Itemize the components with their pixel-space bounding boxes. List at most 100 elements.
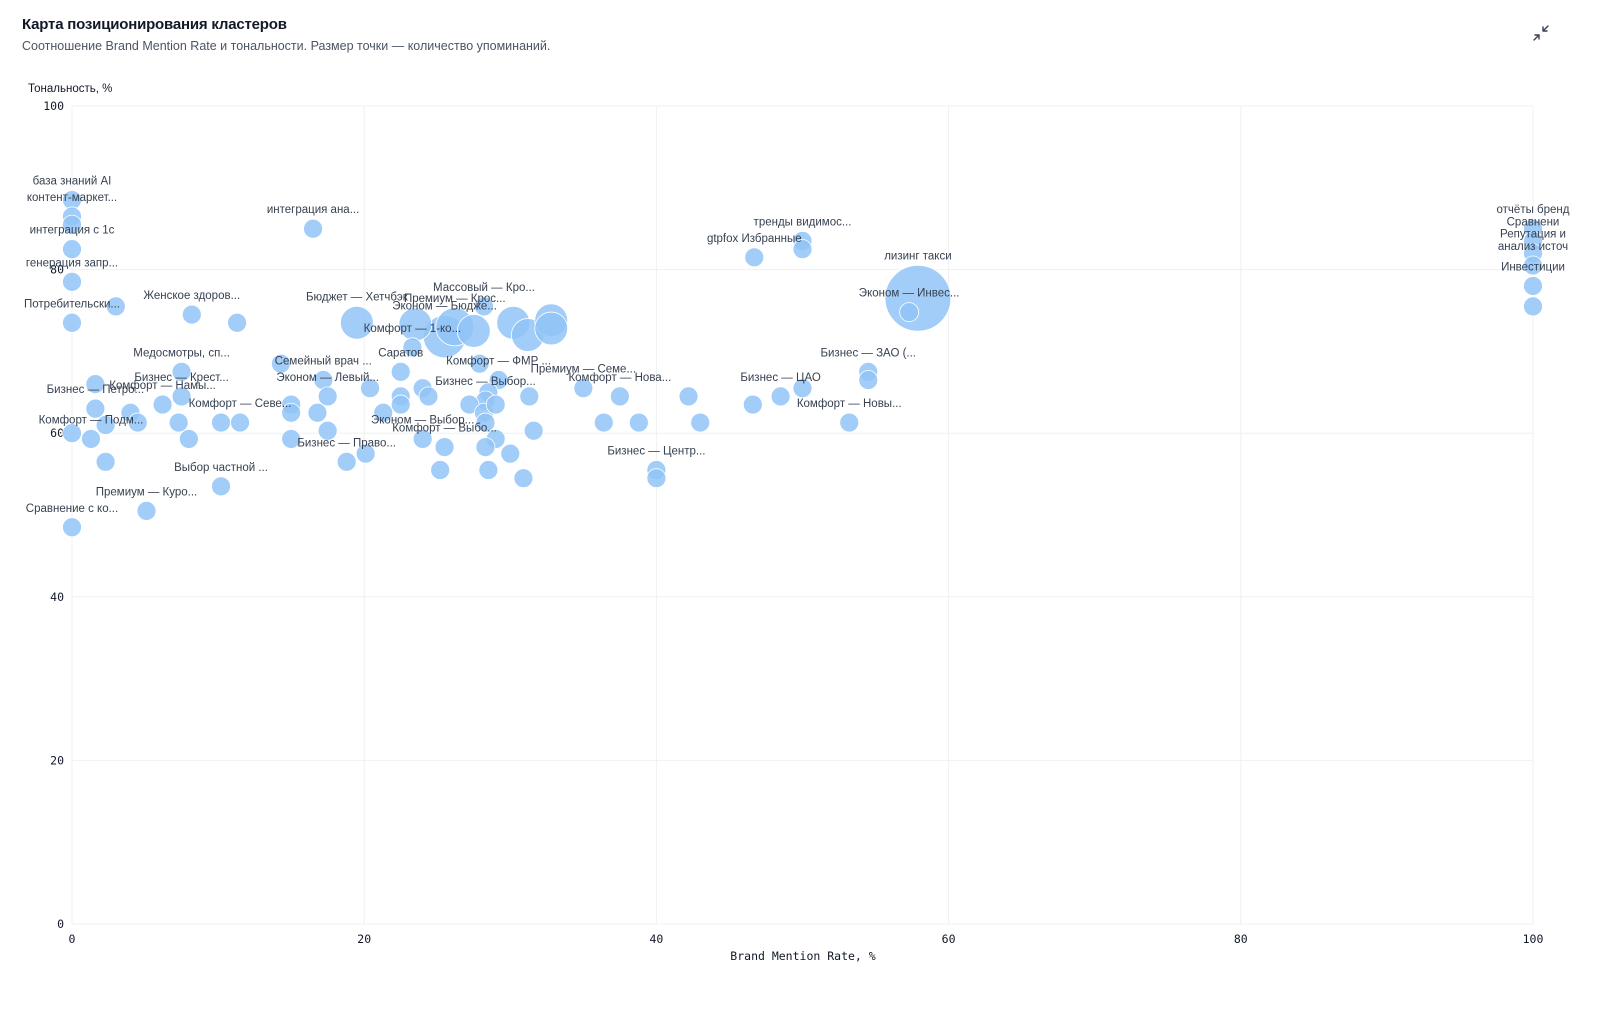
bubble-point[interactable]: [839, 412, 860, 433]
bubble-point[interactable]: [573, 378, 594, 399]
bubble-point[interactable]: [303, 218, 323, 239]
bubble-point[interactable]: [336, 451, 357, 472]
bubble-point[interactable]: [171, 361, 192, 382]
bubble-point[interactable]: [355, 443, 376, 464]
bubble-point[interactable]: [523, 420, 544, 441]
point-label: Массовый — Кро...: [433, 282, 535, 294]
point-label: Комфорт — Севе...: [189, 398, 292, 410]
bubble-point[interactable]: [609, 386, 630, 407]
bubble-point[interactable]: [513, 468, 534, 489]
bubble-point[interactable]: [62, 423, 82, 444]
bubble-point[interactable]: [469, 353, 490, 374]
point-label: Бизнес — ЦАО: [740, 372, 821, 384]
bubble-point[interactable]: [136, 501, 157, 521]
bubble-point[interactable]: [1523, 255, 1543, 276]
point-label: Комфорт — ФМР ...: [446, 356, 551, 368]
bubble-point[interactable]: [792, 239, 813, 260]
bubble-point[interactable]: [485, 394, 506, 415]
bubble-point[interactable]: [534, 311, 569, 346]
point-label: Эконом — Инвес...: [859, 288, 960, 300]
bubble-point[interactable]: [1523, 296, 1543, 317]
bubble-point[interactable]: [744, 247, 765, 268]
point-label: контент-маркет...: [27, 192, 117, 204]
bubble-point[interactable]: [402, 337, 423, 358]
bubble-point[interactable]: [211, 412, 231, 433]
bubble-point[interactable]: [317, 420, 338, 441]
collapse-button[interactable]: [1530, 22, 1552, 44]
bubble-point[interactable]: [390, 361, 411, 382]
bubble-point[interactable]: [62, 271, 82, 292]
bubble-point[interactable]: [62, 517, 82, 538]
point-label: Инвестиции: [1501, 261, 1565, 273]
bubble-point[interactable]: [168, 412, 189, 433]
bubble-point[interactable]: [628, 412, 649, 433]
bubble-point[interactable]: [62, 312, 82, 333]
bubble-point[interactable]: [281, 429, 302, 449]
bubble-point[interactable]: [62, 239, 82, 260]
bubble-point[interactable]: [171, 386, 192, 407]
x-tick-label: 80: [1234, 932, 1248, 946]
bubble-point[interactable]: [271, 353, 291, 374]
point-label: Комфорт — Новы...: [797, 398, 902, 410]
bubble-point[interactable]: [81, 429, 101, 449]
bubble-point[interactable]: [95, 415, 116, 435]
bubble-point[interactable]: [211, 476, 231, 497]
bubble-point[interactable]: [85, 374, 106, 395]
bubble-point[interactable]: [475, 412, 496, 433]
point-label: Бизнес — Право...: [297, 437, 396, 449]
bubble-point[interactable]: [430, 460, 451, 480]
bubble-point[interactable]: [230, 412, 250, 433]
bubble-point[interactable]: [478, 460, 499, 480]
y-axis-label: Тональность, %: [28, 83, 112, 95]
point-label: Премиум — Куро...: [96, 486, 198, 498]
point-label: Комфорт — Выбо...: [392, 423, 497, 435]
bubbles: [62, 190, 1543, 538]
bubble-point[interactable]: [475, 437, 496, 458]
bubble-point[interactable]: [317, 386, 338, 407]
point-label: Эконом — Выбор...: [371, 414, 474, 426]
point-label: генерация запр...: [26, 257, 118, 269]
point-label: Комфорт — 1-ко...: [364, 323, 462, 335]
bubble-point[interactable]: [85, 398, 106, 419]
bubble-point[interactable]: [227, 312, 247, 333]
bubble-point[interactable]: [178, 429, 199, 449]
bubble-point[interactable]: [1523, 276, 1543, 296]
bubble-point[interactable]: [281, 402, 302, 423]
bubble-point[interactable]: [340, 305, 374, 340]
bubble-point[interactable]: [434, 437, 455, 458]
y-tick-label: 100: [43, 99, 64, 113]
bubble-point[interactable]: [152, 394, 173, 415]
bubble-point[interactable]: [678, 386, 699, 407]
bubble-point[interactable]: [456, 314, 491, 348]
bubble-point[interactable]: [742, 394, 763, 415]
bubble-point[interactable]: [770, 386, 791, 407]
bubble-point[interactable]: [360, 378, 380, 399]
bubble-point[interactable]: [899, 302, 920, 323]
bubble-point[interactable]: [412, 429, 433, 449]
bubble-point[interactable]: [593, 412, 614, 433]
point-label: Премиум — Крос...: [404, 293, 506, 305]
bubble-point[interactable]: [127, 412, 148, 433]
bubble-point[interactable]: [500, 443, 521, 464]
chart-subtitle: Соотношение Brand Mention Rate и тональн…: [22, 39, 551, 53]
bubble-point[interactable]: [95, 451, 116, 472]
bubble-point[interactable]: [646, 468, 667, 489]
bubble-point[interactable]: [418, 386, 439, 407]
bubble-point[interactable]: [307, 402, 328, 423]
bubble-point[interactable]: [105, 296, 126, 317]
bubble-point[interactable]: [858, 370, 879, 390]
point-label: Бизнес — ЗАО (...: [820, 347, 916, 359]
bubble-point[interactable]: [519, 386, 540, 407]
bubble-point[interactable]: [474, 296, 494, 317]
bubble-point[interactable]: [181, 304, 202, 325]
x-axis-label: Brand Mention Rate, %: [730, 949, 875, 963]
bubble-point[interactable]: [792, 378, 813, 399]
point-label: Эконом — Левый...: [276, 372, 379, 384]
bubble-point[interactable]: [690, 412, 711, 433]
bubble-point[interactable]: [373, 402, 394, 423]
x-tick-label: 60: [942, 932, 956, 946]
chart-header: Карта позиционирования кластеров Соотнош…: [22, 16, 550, 53]
point-label: Бизнес — Выбор...: [435, 376, 536, 388]
bubble-point[interactable]: [390, 394, 411, 415]
bubble-point[interactable]: [62, 214, 82, 235]
